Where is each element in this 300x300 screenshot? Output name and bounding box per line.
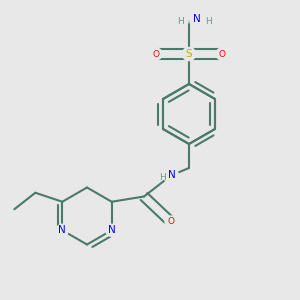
Text: O: O	[152, 50, 160, 58]
Text: H: H	[177, 16, 183, 26]
Text: N: N	[108, 225, 116, 235]
Circle shape	[106, 224, 118, 236]
Text: H: H	[205, 16, 212, 26]
Circle shape	[56, 224, 68, 236]
Text: S: S	[186, 49, 192, 59]
Circle shape	[190, 14, 203, 28]
Circle shape	[150, 48, 162, 60]
Circle shape	[165, 216, 177, 228]
Text: N: N	[58, 225, 66, 235]
Text: N: N	[168, 170, 176, 181]
Text: H: H	[159, 172, 166, 182]
Text: N: N	[193, 14, 200, 25]
Circle shape	[216, 48, 228, 60]
Circle shape	[182, 47, 196, 61]
Text: O: O	[218, 50, 226, 58]
Text: O: O	[167, 218, 175, 226]
Circle shape	[175, 14, 188, 28]
Circle shape	[164, 168, 178, 183]
